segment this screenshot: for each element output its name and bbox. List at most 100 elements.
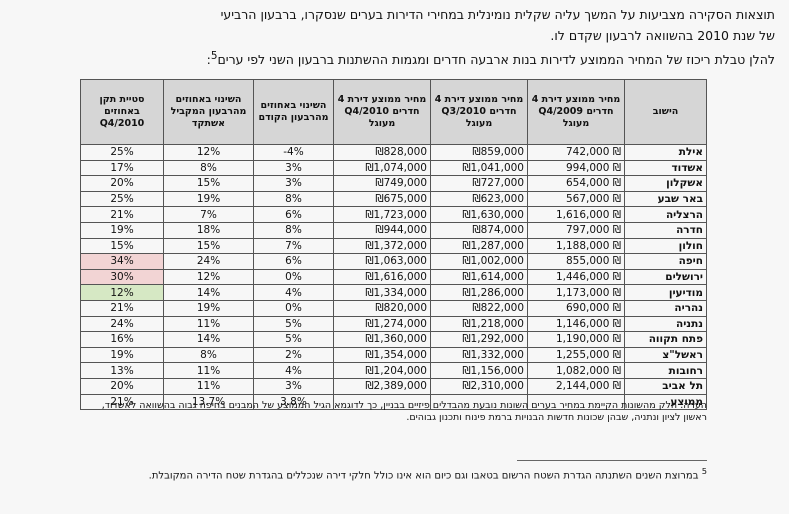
table-cell: ₪1,630,000 (430, 206, 528, 223)
table-header-row: הישוב מחיר ממוצע דירת 4 חדרים Q4/2009 מע… (80, 79, 707, 145)
table-cell: 12% (80, 284, 164, 301)
table-cell: ₪1,156,000 (430, 362, 528, 379)
average-row: ממוצע 3.8% 13.7% 21% (80, 393, 707, 411)
table-cell: ₪1,002,000 (430, 253, 528, 270)
table-cell: 15% (163, 175, 254, 192)
table-cell: ₪1,292,000 (430, 331, 528, 348)
table-cell: ₪1,354,000 (333, 346, 431, 364)
table-row: חדרה 797,000 ₪ ₪874,000 ₪944,000 8% 18% 19% (80, 221, 707, 239)
intro-text: תוצאות הסקירה מצביעות על המשך עליה שקלית… (8, 4, 775, 70)
table-cell: 11% (163, 362, 254, 379)
table-cell: 4% (253, 284, 334, 301)
footnote-number: 5 (701, 466, 707, 476)
table-cell: 20% (80, 377, 164, 395)
table-cell: 8% (163, 159, 254, 177)
table-cell: 14% (163, 284, 254, 301)
table-cell: ₪944,000 (333, 221, 431, 239)
table-row: הרצליה 1,616,000 ₪ ₪1,630,000 ₪1,723,000 6% 7… (80, 206, 707, 223)
table-cell: 15% (163, 237, 254, 255)
table-cell: 19% (163, 190, 254, 208)
header-quarter-change: השינוי באחוזים מהרבעון הקודם (253, 79, 334, 145)
header-city: הישוב (624, 79, 707, 145)
table-cell: חיפה (624, 253, 707, 270)
table-cell: 690,000 ₪ (527, 299, 625, 317)
table-cell: באר שבע (624, 190, 707, 208)
table-cell: ₪727,000 (430, 175, 528, 192)
table-cell: ₪1,204,000 (333, 362, 431, 379)
table-cell: ₪1,360,000 (333, 331, 431, 348)
header-year-change: השינוי באחוזים מהרבעון המקביל אשתקד (163, 79, 254, 145)
table-cell: חולון (624, 237, 707, 255)
table-cell: אשדוד (624, 159, 707, 177)
table-cell: 8% (253, 221, 334, 239)
table-row: אשדוד 994,000 ₪ ₪1,041,000 ₪1,074,000 3% 8% 17… (80, 159, 707, 177)
header-price-q4-2010: מחיר ממוצע דירת 4 חדרים Q4/2010 מעוגל (333, 79, 431, 145)
table-cell: 5% (253, 331, 334, 348)
intro-line-3-end: : (206, 52, 211, 68)
table-cell: 2% (253, 346, 334, 364)
table-cell: 21% (80, 393, 164, 411)
table-cell: הרצליה (624, 206, 707, 223)
table-cell: 1,173,000 ₪ (527, 284, 625, 301)
table-cell: 19% (80, 346, 164, 364)
price-table: הישוב מחיר ממוצע דירת 4 חדרים Q4/2009 מע… (80, 79, 707, 411)
table-cell: ₪1,274,000 (333, 315, 431, 333)
table-cell: 7% (253, 237, 334, 255)
table-cell: 25% (80, 144, 164, 161)
table-cell: 13% (80, 362, 164, 379)
table-cell: ₪874,000 (430, 221, 528, 239)
table-cell: 1,188,000 ₪ (527, 237, 625, 255)
table-row: נהריה 690,000 ₪ ₪822,000 ₪820,000 0% 19% 21% (80, 299, 707, 317)
table-cell: 2,144,000 ₪ (527, 377, 625, 395)
table-row: באר שבע 567,000 ₪ ₪623,000 ₪675,000 8% 19% 25% (80, 190, 707, 208)
table-cell: 742,000 ₪ (527, 144, 625, 161)
table-cell: 1,146,000 ₪ (527, 315, 625, 333)
table-cell: 12% (163, 268, 254, 286)
table-cell: ₪1,614,000 (430, 268, 528, 286)
table-cell: ₪2,310,000 (430, 377, 528, 395)
table-cell: 1,446,000 ₪ (527, 268, 625, 286)
table-cell: ₪1,287,000 (430, 237, 528, 255)
table-cell: 3% (253, 159, 334, 177)
footnote-ref: 5 (210, 50, 218, 62)
intro-line-3-text: להלן טבלת ריכוז של המחיר הממוצע לדירות ב… (217, 52, 775, 68)
table-row: רחובות 1,082,000 ₪ ₪1,156,000 ₪1,204,000 4% 1… (80, 362, 707, 379)
table-cell: ₪1,063,000 (333, 253, 431, 270)
table-cell: 19% (80, 221, 164, 239)
table-cell: חדרה (624, 221, 707, 239)
table-row: אשקלון 654,000 ₪ ₪727,000 ₪749,000 3% 15% 20% (80, 175, 707, 192)
table-cell: אילת (624, 144, 707, 161)
table-cell: 1,190,000 ₪ (527, 331, 625, 348)
table-cell: 1,255,000 ₪ (527, 346, 625, 364)
table-cell: 8% (163, 346, 254, 364)
table-row: ירושלים 1,446,000 ₪ ₪1,614,000 ₪1,616,000 0%… (80, 268, 707, 286)
header-std-dev: סטיית תקן באחוזים Q4/2010 (80, 79, 164, 145)
table-cell: ₪859,000 (430, 144, 528, 161)
table-cell: 14% (163, 331, 254, 348)
table-row: מודיעין 1,173,000 ₪ ₪1,286,000 ₪1,334,000 4%… (80, 284, 707, 301)
table-cell: 3% (253, 377, 334, 395)
table-cell: 994,000 ₪ (527, 159, 625, 177)
table-cell: 21% (80, 299, 164, 317)
table-cell: 34% (80, 253, 164, 270)
footnote-text: במרוצת השנים השתנתה הגדרת השטח הרשום בטא… (148, 470, 699, 482)
table-cell: אשקלון (624, 175, 707, 192)
table-row: חיפה 855,000 ₪ ₪1,002,000 ₪1,063,000 6% 24% 34… (80, 253, 707, 270)
table-cell: 18% (163, 221, 254, 239)
table-cell: ₪749,000 (333, 175, 431, 192)
table-row: חולון 1,188,000 ₪ ₪1,287,000 ₪1,372,000 7% 15… (80, 237, 707, 255)
table-cell: ₪1,616,000 (333, 268, 431, 286)
table-cell: 6% (253, 253, 334, 270)
table-cell: 11% (163, 377, 254, 395)
footnote-divider (517, 460, 707, 461)
table-cell: 6% (253, 206, 334, 223)
table-cell: ₪2,389,000 (333, 377, 431, 395)
table-cell: מודיעין (624, 284, 707, 301)
table-cell: -4% (253, 144, 334, 161)
table-cell: 3% (253, 175, 334, 192)
table-cell: 7% (163, 206, 254, 223)
table-cell: ירושלים (624, 268, 707, 286)
table-cell: 13.7% (163, 393, 254, 411)
table-cell: 855,000 ₪ (527, 253, 625, 270)
table-cell: 12% (163, 144, 254, 161)
